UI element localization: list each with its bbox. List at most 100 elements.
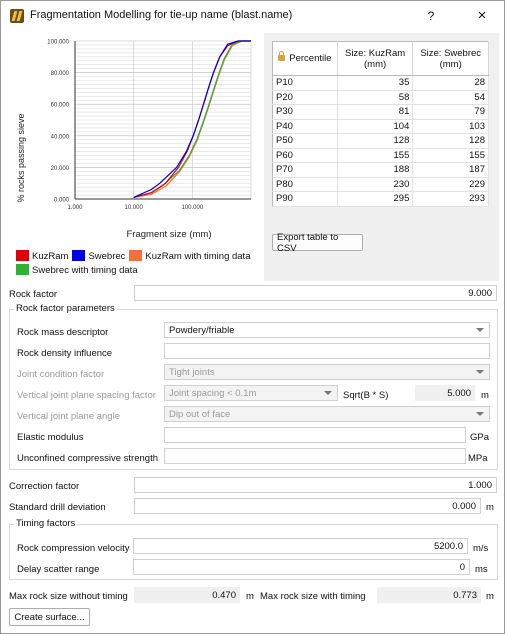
- correction-factor-field[interactable]: 1.000: [134, 477, 497, 493]
- sqrt-bs-field[interactable]: 5.000: [415, 385, 475, 401]
- rock-factor-label: Rock factor: [9, 289, 58, 300]
- max-rock-with-timing-unit: m: [486, 591, 494, 602]
- joint-angle-select[interactable]: Dip out of face: [164, 406, 490, 422]
- legend-item[interactable]: KuzRam with timing data: [128, 249, 251, 262]
- swebrec-size-cell: 229: [412, 177, 489, 192]
- max-rock-without-timing-field[interactable]: 0.470: [134, 587, 240, 603]
- kuzram-size-cell: 295: [337, 191, 414, 207]
- timing-factors-title: Timing factors: [14, 518, 78, 529]
- legend-swatch: [71, 249, 87, 262]
- swebrec-size-cell: 79: [412, 104, 489, 120]
- y-tick-label: 20.000: [51, 166, 70, 172]
- max-rock-with-timing-label: Max rock size with timing: [260, 591, 366, 602]
- table-row[interactable]: P40 104 103: [272, 119, 489, 134]
- rock-factor-parameters-title: Rock factor parameters: [14, 303, 117, 314]
- y-tick-label: 40.000: [51, 134, 70, 140]
- kuzram-size-cell: 188: [337, 162, 414, 178]
- legend-label: KuzRam: [32, 251, 69, 262]
- kuzram-size-cell: 104: [337, 119, 414, 134]
- delay-scatter-unit: ms: [475, 564, 488, 575]
- rock-mass-descriptor-label: Rock mass descriptor: [17, 327, 109, 338]
- y-tick-label: 80.000: [51, 71, 70, 77]
- x-tick-label: 100.000: [181, 205, 203, 211]
- max-rock-without-timing-unit: m: [246, 591, 254, 602]
- percentile-table-body: P10 35 28 P20 58 54 P30 81 79 P40 104 103 P50 128 128 P…: [272, 75, 489, 207]
- delay-scatter-label: Delay scatter range: [17, 564, 100, 575]
- legend-item[interactable]: KuzRam: [15, 249, 69, 262]
- swebrec-size-cell: 187: [412, 162, 489, 178]
- rock-mass-descriptor-select[interactable]: Powdery/friable: [164, 322, 490, 338]
- legend-item[interactable]: Swebrec with timing data: [15, 263, 138, 276]
- joint-condition-label: Joint condition factor: [17, 369, 105, 380]
- chevron-down-icon: [476, 328, 484, 332]
- export-csv-button[interactable]: Export table to CSV: [272, 232, 363, 254]
- swebrec-size-cell: 293: [412, 191, 489, 207]
- header-kuzram[interactable]: Size: KuzRam (mm): [337, 41, 414, 76]
- swebrec-size-cell: 54: [412, 90, 489, 105]
- swebrec-size-cell: 128: [412, 133, 489, 149]
- swebrec-size-cell: 28: [412, 75, 489, 91]
- chevron-down-icon: [476, 412, 484, 416]
- max-rock-without-timing-label: Max rock size without timing: [9, 591, 128, 602]
- elastic-modulus-field[interactable]: [164, 427, 466, 443]
- ucs-unit: MPa: [468, 453, 488, 464]
- ucs-field[interactable]: [164, 448, 466, 464]
- ucs-label: Unconfined compressive strength: [17, 453, 158, 464]
- compression-velocity-field[interactable]: 5200.0: [133, 538, 468, 554]
- compression-velocity-label: Rock compression velocity: [17, 543, 130, 554]
- table-row[interactable]: P50 128 128: [272, 133, 489, 149]
- table-row[interactable]: P20 58 54: [272, 90, 489, 105]
- legend-label: KuzRam with timing data: [145, 251, 251, 262]
- legend-label: Swebrec with timing data: [32, 265, 138, 276]
- close-button[interactable]: ×: [477, 7, 487, 24]
- percentile-cell: P20: [272, 90, 338, 105]
- percentile-cell: P60: [272, 148, 338, 163]
- table-row[interactable]: P10 35 28: [272, 75, 489, 91]
- legend-swatch: [128, 249, 144, 262]
- rock-density-influence-field[interactable]: [164, 343, 490, 359]
- compression-velocity-unit: m/s: [473, 543, 489, 554]
- max-rock-with-timing-field[interactable]: 0.773: [377, 587, 481, 603]
- app-icon: [10, 9, 24, 23]
- legend-item[interactable]: Swebrec: [71, 249, 125, 262]
- table-row[interactable]: P90 295 293: [272, 191, 489, 207]
- delay-scatter-field[interactable]: 0: [133, 559, 470, 575]
- percentile-cell: P70: [272, 162, 338, 178]
- percentile-cell: P80: [272, 177, 338, 192]
- title-bar: Fragmentation Modelling for tie-up name …: [1, 1, 504, 31]
- chevron-down-icon: [324, 391, 332, 395]
- rock-factor-field[interactable]: 9.000: [134, 285, 497, 301]
- y-tick-label: 0.000: [54, 198, 70, 204]
- legend-swatch: [15, 249, 30, 262]
- joint-spacing-label: Vertical joint plane spacing factor: [17, 390, 156, 401]
- kuzram-size-cell: 155: [337, 148, 414, 163]
- x-tick-label: 1.000: [67, 205, 83, 211]
- percentile-panel: Percentile Size: KuzRam (mm) Size: Swebr…: [264, 33, 499, 281]
- percentile-table: Percentile Size: KuzRam (mm) Size: Swebr…: [272, 41, 489, 207]
- y-tick-label: 100.000: [47, 40, 69, 46]
- help-button[interactable]: ?: [427, 9, 435, 23]
- legend-row: Swebrec with timing data: [15, 263, 141, 276]
- sqrt-bs-label: Sqrt(B * S): [343, 390, 389, 401]
- correction-factor-label: Correction factor: [9, 481, 80, 492]
- header-swebrec[interactable]: Size: Swebrec (mm): [412, 41, 489, 76]
- x-tick-label: 10.000: [124, 205, 143, 211]
- elastic-modulus-label: Elastic modulus: [17, 432, 84, 443]
- joint-angle-label: Vertical joint plane angle: [17, 411, 120, 422]
- joint-condition-select[interactable]: Tight joints: [164, 364, 490, 380]
- table-row[interactable]: P80 230 229: [272, 177, 489, 192]
- table-row[interactable]: P30 81 79: [272, 104, 489, 120]
- joint-spacing-select[interactable]: Joint spacing < 0.1m: [164, 385, 338, 401]
- kuzram-size-cell: 128: [337, 133, 414, 149]
- table-row[interactable]: P70 188 187: [272, 162, 489, 178]
- percentile-cell: P10: [272, 75, 338, 91]
- drill-deviation-field[interactable]: 0.000: [134, 498, 481, 514]
- percentile-cell: P40: [272, 119, 338, 134]
- lock-icon: [278, 51, 286, 61]
- swebrec-size-cell: 155: [412, 148, 489, 163]
- create-surface-button[interactable]: Create surface...: [9, 608, 90, 626]
- percentile-cell: P90: [272, 191, 338, 207]
- header-percentile[interactable]: Percentile: [272, 41, 338, 76]
- table-row[interactable]: P60 155 155: [272, 148, 489, 163]
